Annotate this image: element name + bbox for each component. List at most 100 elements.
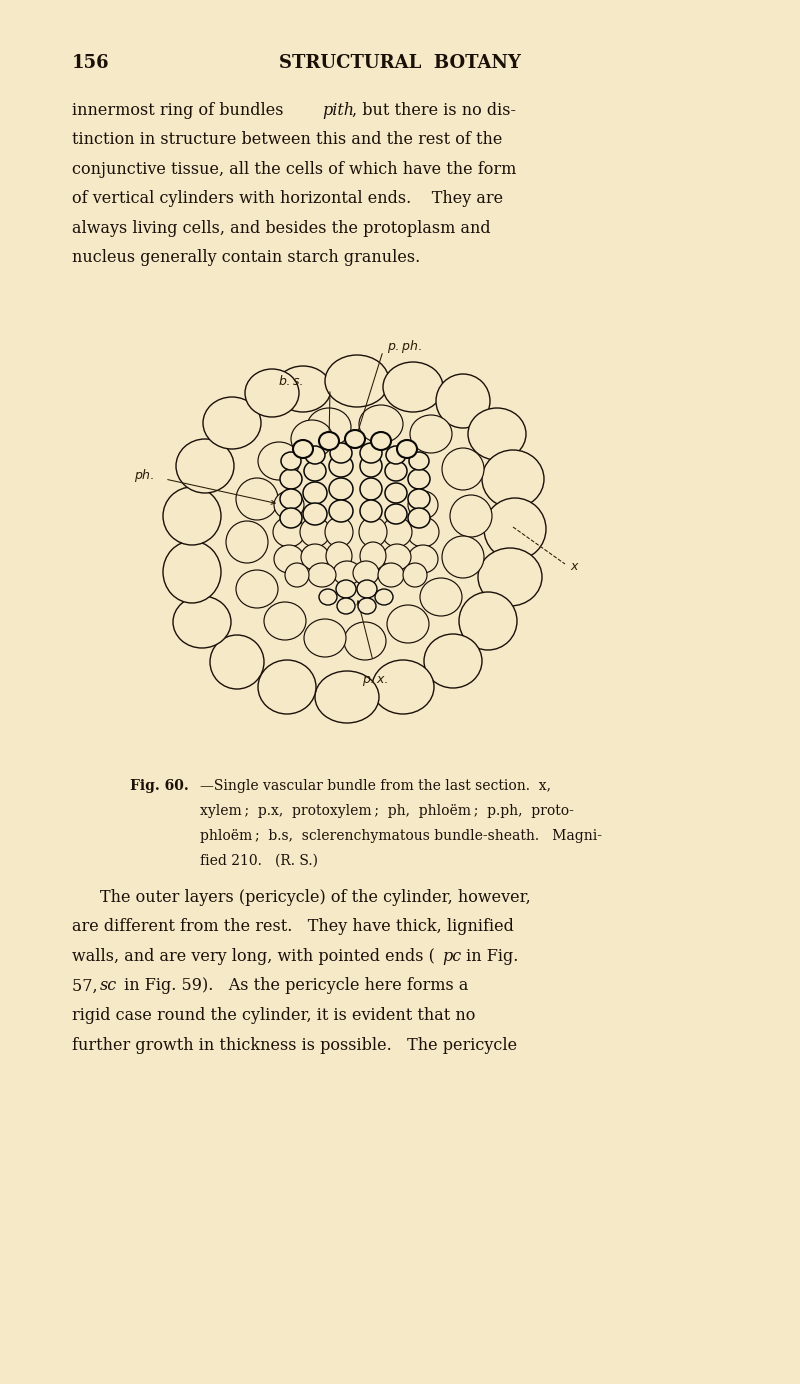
Ellipse shape [163, 541, 221, 603]
Ellipse shape [258, 660, 316, 714]
Ellipse shape [305, 446, 325, 464]
Ellipse shape [385, 461, 407, 482]
Ellipse shape [300, 518, 330, 547]
Text: are different from the rest.   They have thick, lignified: are different from the rest. They have t… [72, 919, 514, 936]
Text: fied 210.   (R. S.): fied 210. (R. S.) [200, 854, 318, 868]
Ellipse shape [372, 660, 434, 714]
Ellipse shape [315, 671, 379, 722]
Text: 57,: 57, [72, 977, 102, 995]
Text: further growth in thickness is possible.   The pericycle: further growth in thickness is possible.… [72, 1037, 517, 1053]
Ellipse shape [245, 370, 299, 417]
Ellipse shape [329, 500, 353, 522]
Ellipse shape [371, 432, 391, 450]
Text: of vertical cylinders with horizontal ends.    They are: of vertical cylinders with horizontal en… [72, 191, 503, 208]
Text: in Fig. 59).   As the pericycle here forms a: in Fig. 59). As the pericycle here forms… [119, 977, 468, 995]
Ellipse shape [258, 441, 300, 480]
Ellipse shape [385, 483, 407, 502]
Ellipse shape [281, 453, 301, 471]
Ellipse shape [382, 518, 412, 547]
Ellipse shape [386, 446, 406, 464]
Ellipse shape [407, 518, 439, 547]
Ellipse shape [285, 563, 309, 587]
Text: nucleus generally contain starch granules.: nucleus generally contain starch granule… [72, 249, 420, 267]
Text: $b.s.$: $b.s.$ [278, 374, 303, 388]
Ellipse shape [409, 453, 429, 471]
Ellipse shape [408, 545, 438, 573]
Text: Fig. 60.: Fig. 60. [130, 779, 189, 793]
Ellipse shape [226, 520, 268, 563]
Ellipse shape [280, 469, 302, 489]
Ellipse shape [360, 455, 382, 477]
Text: $ph.$: $ph.$ [134, 468, 155, 484]
Text: rigid case round the cylinder, it is evident that no: rigid case round the cylinder, it is evi… [72, 1008, 475, 1024]
Ellipse shape [385, 504, 407, 525]
Ellipse shape [410, 415, 452, 453]
Text: walls, and are very long, with pointed ends (: walls, and are very long, with pointed e… [72, 948, 435, 965]
Ellipse shape [408, 508, 430, 529]
Text: —Single vascular bundle from the last section.  x,: —Single vascular bundle from the last se… [200, 779, 551, 793]
Text: tinction in structure between this and the rest of the: tinction in structure between this and t… [72, 131, 502, 148]
Ellipse shape [336, 580, 356, 598]
Ellipse shape [273, 518, 305, 547]
Ellipse shape [360, 477, 382, 500]
Ellipse shape [330, 443, 352, 464]
Text: innermost ring of bundles: innermost ring of bundles [72, 102, 289, 119]
Ellipse shape [325, 518, 353, 547]
Ellipse shape [436, 374, 490, 428]
Ellipse shape [293, 440, 313, 458]
Ellipse shape [442, 448, 484, 490]
Ellipse shape [442, 536, 484, 579]
Ellipse shape [319, 432, 339, 450]
Ellipse shape [403, 563, 427, 587]
Text: $p.ph.$: $p.ph.$ [387, 339, 422, 356]
Ellipse shape [468, 408, 526, 459]
Ellipse shape [359, 518, 387, 547]
Ellipse shape [319, 590, 337, 605]
Ellipse shape [325, 356, 389, 407]
Ellipse shape [274, 491, 304, 519]
Ellipse shape [308, 563, 336, 587]
Ellipse shape [236, 477, 278, 520]
Ellipse shape [360, 443, 382, 464]
Ellipse shape [357, 580, 377, 598]
Ellipse shape [303, 482, 327, 504]
Ellipse shape [408, 469, 430, 489]
Ellipse shape [450, 495, 492, 537]
Text: STRUCTURAL  BOTANY: STRUCTURAL BOTANY [279, 54, 521, 72]
Text: $p.x.$: $p.x.$ [362, 674, 388, 688]
Text: $x$: $x$ [570, 561, 580, 573]
Ellipse shape [344, 621, 386, 660]
Text: pith: pith [322, 102, 354, 119]
Ellipse shape [383, 363, 443, 412]
Ellipse shape [304, 461, 326, 482]
Ellipse shape [375, 590, 393, 605]
Ellipse shape [236, 570, 278, 608]
Ellipse shape [203, 397, 261, 448]
Ellipse shape [337, 598, 355, 614]
Ellipse shape [459, 592, 517, 650]
Ellipse shape [163, 487, 221, 545]
Ellipse shape [478, 548, 542, 606]
Ellipse shape [359, 406, 403, 443]
Ellipse shape [358, 598, 376, 614]
Ellipse shape [210, 635, 264, 689]
Text: pc: pc [442, 948, 462, 965]
Ellipse shape [303, 502, 327, 525]
Text: sc: sc [100, 977, 118, 995]
Ellipse shape [173, 597, 231, 648]
Text: conjunctive tissue, all the cells of which have the form: conjunctive tissue, all the cells of whi… [72, 161, 516, 179]
Ellipse shape [387, 605, 429, 644]
Text: phloëm ;  b.s,  sclerenchymatous bundle-sheath.   Magni-: phloëm ; b.s, sclerenchymatous bundle-sh… [200, 829, 602, 843]
Ellipse shape [360, 543, 386, 570]
Ellipse shape [484, 498, 546, 561]
Ellipse shape [291, 419, 333, 458]
Ellipse shape [345, 430, 365, 448]
Ellipse shape [482, 450, 544, 508]
Ellipse shape [329, 477, 353, 500]
Ellipse shape [326, 543, 352, 570]
Ellipse shape [329, 455, 353, 477]
Ellipse shape [280, 489, 302, 509]
Text: xylem ;  p.x,  protoxylem ;  ph,  phloëm ;  p.ph,  proto-: xylem ; p.x, protoxylem ; ph, phloëm ; p… [200, 804, 574, 818]
Ellipse shape [176, 439, 234, 493]
Ellipse shape [275, 365, 331, 412]
